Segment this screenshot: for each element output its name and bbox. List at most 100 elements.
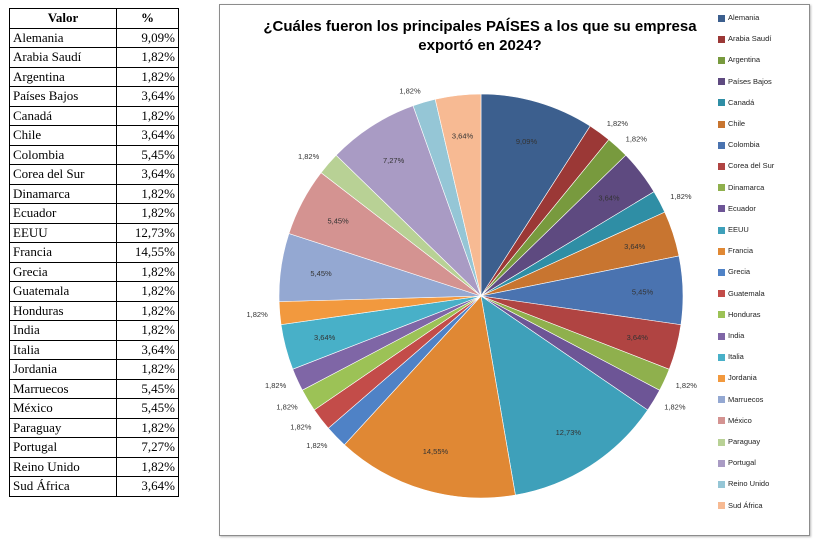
row-country: Francia xyxy=(9,242,117,263)
legend-label: Italia xyxy=(728,352,744,362)
table-row: Alemania 9,09% xyxy=(9,27,179,48)
table-row: Italia 3,64% xyxy=(9,339,179,360)
legend-swatch xyxy=(718,332,725,340)
slice-label: 12,73% xyxy=(556,428,582,437)
table-row: Sud África 3,64% xyxy=(9,476,179,497)
legend-label: Sud África xyxy=(728,500,763,510)
legend-label: Paraguay xyxy=(728,437,761,446)
chart-area: ¿Cuáles fueron los principales PAÍSES a … xyxy=(219,4,810,536)
table-row: Corea del Sur 3,64% xyxy=(9,164,179,185)
table-row: Arabia Saudí 1,82% xyxy=(9,47,179,68)
table-row: Paraguay 1,82% xyxy=(9,417,179,438)
row-country: Países Bajos xyxy=(9,86,117,107)
header-country: Valor xyxy=(9,8,117,29)
legend-label: Portugal xyxy=(728,458,756,468)
row-country: Dinamarca xyxy=(9,183,117,204)
row-country: Chile xyxy=(9,125,117,146)
legend-swatch xyxy=(718,459,725,467)
table-row: EEUU 12,73% xyxy=(9,222,179,243)
table-row: Guatemala 1,82% xyxy=(9,281,179,302)
legend-swatch xyxy=(718,205,725,213)
row-percent: 1,82% xyxy=(116,359,179,380)
table-row: Países Bajos 3,64% xyxy=(9,86,179,107)
table-row: Francia 14,55% xyxy=(9,242,179,263)
legend-item: Arabia Saudí xyxy=(718,34,771,46)
slice-label: 14,55% xyxy=(423,447,449,456)
row-country: Ecuador xyxy=(9,203,117,224)
row-percent: 9,09% xyxy=(116,27,179,48)
slice-label: 9,09% xyxy=(516,137,538,146)
legend-swatch xyxy=(718,311,725,319)
legend-swatch xyxy=(718,480,725,488)
slice-label: 1,82% xyxy=(399,87,421,96)
legend-label: Francia xyxy=(728,246,754,256)
row-percent: 14,55% xyxy=(116,242,179,263)
legend-swatch xyxy=(718,141,725,149)
legend-item: Honduras xyxy=(718,310,761,322)
row-country: India xyxy=(9,320,117,341)
slice-label: 1,82% xyxy=(664,403,686,412)
row-percent: 5,45% xyxy=(116,144,179,165)
legend-label: Reino Unido xyxy=(728,479,770,489)
legend-label: EEUU xyxy=(728,225,749,234)
row-percent: 1,82% xyxy=(116,203,179,224)
chart-title: ¿Cuáles fueron los principales PAÍSES a … xyxy=(263,18,697,54)
row-percent: 1,82% xyxy=(116,183,179,204)
table-row: India 1,82% xyxy=(9,320,179,341)
row-percent: 1,82% xyxy=(116,105,179,126)
legend-item: Marruecos xyxy=(718,395,763,407)
slice-label: 1,82% xyxy=(298,152,320,161)
row-country: Sud África xyxy=(9,476,117,497)
legend-item: Reino Unido xyxy=(718,479,769,491)
table-row: Portugal 7,27% xyxy=(9,437,179,458)
row-country: Honduras xyxy=(9,300,117,321)
table-row: Jordania 1,82% xyxy=(9,359,179,380)
legend-item: Corea del Sur xyxy=(718,161,774,173)
legend-label: Marruecos xyxy=(728,394,764,404)
slice-label: 1,82% xyxy=(306,441,328,450)
table-row: Dinamarca 1,82% xyxy=(9,183,179,204)
legend-swatch xyxy=(718,162,725,170)
legend-item: Ecuador xyxy=(718,204,756,216)
legend-item: Países Bajos xyxy=(718,77,772,89)
legend-swatch xyxy=(718,438,725,446)
row-country: Jordania xyxy=(9,359,117,380)
row-country: EEUU xyxy=(9,222,117,243)
legend-item: Francia xyxy=(718,246,753,258)
legend-label: Corea del Sur xyxy=(728,161,775,171)
slice-label: 7,27% xyxy=(383,156,405,165)
legend-swatch xyxy=(718,353,725,361)
row-percent: 1,82% xyxy=(116,417,179,438)
slice-label: 5,45% xyxy=(310,269,332,278)
table-row: Argentina 1,82% xyxy=(9,66,179,87)
legend-swatch xyxy=(718,99,725,107)
slice-label: 3,64% xyxy=(627,333,649,342)
row-country: Arabia Saudí xyxy=(9,47,117,68)
row-country: Canadá xyxy=(9,105,117,126)
row-country: Guatemala xyxy=(9,281,117,302)
row-country: Reino Unido xyxy=(9,456,117,477)
slice-label: 3,64% xyxy=(314,333,336,342)
pie-chart: 9,09% 1,82% 1,82% 3,64% 1,82% 3,64% 5,45% 3,64%… xyxy=(246,87,697,499)
row-percent: 3,64% xyxy=(116,86,179,107)
legend-swatch xyxy=(718,502,725,510)
legend-label: Alemania xyxy=(728,13,760,22)
legend-swatch xyxy=(718,184,725,192)
legend-label: Dinamarca xyxy=(728,182,765,192)
table-row: Reino Unido 1,82% xyxy=(9,456,179,477)
row-country: México xyxy=(9,398,117,419)
legend-label: Canadá xyxy=(728,97,755,107)
legend-swatch xyxy=(718,290,725,298)
row-percent: 12,73% xyxy=(116,222,179,243)
legend-swatch xyxy=(718,56,725,64)
row-percent: 1,82% xyxy=(116,281,179,302)
legend-swatch xyxy=(718,374,725,382)
legend-label: Guatemala xyxy=(728,288,765,298)
legend-item: India xyxy=(718,331,744,343)
slice-label: 5,45% xyxy=(632,287,654,296)
table-row: Grecia 1,82% xyxy=(9,261,179,282)
table-row: Honduras 1,82% xyxy=(9,300,179,321)
row-percent: 1,82% xyxy=(116,66,179,87)
legend-label: Ecuador xyxy=(728,203,756,213)
legend-swatch xyxy=(718,247,725,255)
